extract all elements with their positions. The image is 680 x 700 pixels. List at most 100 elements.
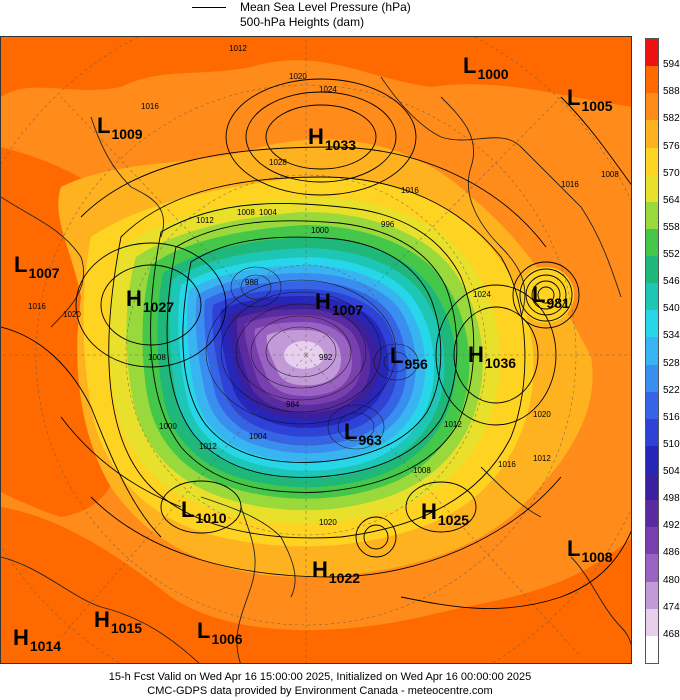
- mslp-legend-label: Mean Sea Level Pressure (hPa): [240, 0, 411, 14]
- colorbar-segment: [646, 581, 658, 610]
- pressure-center-high: H1022: [312, 557, 361, 587]
- colorbar-tick-label: 594: [663, 59, 680, 71]
- pressure-center-high: H1014: [13, 625, 62, 655]
- height-colorbar: [645, 38, 659, 664]
- isobar-label: 1004: [259, 208, 277, 217]
- pressure-center-high: H1025: [421, 499, 470, 529]
- pressure-center-low: L1010: [181, 497, 227, 527]
- pressure-center-low: L1006: [197, 618, 243, 648]
- colorbar-segment: [646, 283, 658, 311]
- colorbar-segment: [646, 66, 658, 94]
- colorbar-tick-label: 552: [663, 249, 680, 261]
- pressure-center-low: L981: [532, 282, 570, 312]
- colorbar-tick-label: 504: [663, 466, 680, 478]
- isobar-label: 1016: [141, 102, 159, 111]
- isobar-label: 1012: [229, 44, 247, 53]
- colorbar-segment: [646, 445, 658, 474]
- colorbar-tick-label: 474: [663, 601, 680, 613]
- isobar-label: 1012: [533, 454, 551, 463]
- map-graphic: 1012 1020 1024 1016 1028 1012 1016 1008 …: [1, 37, 631, 663]
- colorbar-segment: [646, 500, 658, 528]
- colorbar-segment: [646, 635, 658, 664]
- pressure-center-high: H1007: [315, 289, 364, 319]
- colorbar-segment: [646, 228, 658, 257]
- isobar-label: 1004: [249, 432, 267, 441]
- isobar-label: 1016: [498, 460, 516, 469]
- colorbar-tick-label: 564: [663, 194, 680, 206]
- pressure-center-low: L963: [344, 419, 382, 449]
- colorbar-tick-label: 540: [663, 303, 680, 315]
- isobar-label: 1008: [413, 466, 431, 475]
- colorbar-tick-label: 486: [663, 547, 680, 559]
- colorbar-tick-label: 588: [663, 86, 680, 98]
- legend-header: Mean Sea Level Pressure (hPa) 500-hPa He…: [188, 0, 588, 34]
- isobar-label: 1016: [28, 302, 46, 311]
- isobar-label: 1024: [319, 85, 337, 94]
- colorbar-segment: [646, 120, 658, 149]
- colorbar-segment: [646, 554, 658, 583]
- colorbar-tick-label: 468: [663, 628, 680, 640]
- isobar-label: 992: [319, 353, 333, 362]
- colorbar-tick-label: 498: [663, 493, 680, 505]
- pressure-center-high: H1033: [308, 124, 357, 154]
- isobar-label: 1028: [269, 158, 287, 167]
- colorbar-tick-label: 480: [663, 574, 680, 586]
- isobar-label: 1020: [63, 310, 81, 319]
- pressure-center-low: L1007: [14, 252, 60, 282]
- colorbar-tick-label: 522: [663, 384, 680, 396]
- colorbar-tick-label: 534: [663, 330, 680, 342]
- isobar-label: 1016: [401, 186, 419, 195]
- colorbar-segment: [646, 93, 658, 121]
- isobar-label: 1008: [601, 170, 619, 179]
- colorbar-segment: [646, 310, 658, 338]
- colorbar-tick-label: 492: [663, 520, 680, 532]
- height-band-588-south: [1, 507, 631, 663]
- colorbar-tick-label: 546: [663, 276, 680, 288]
- height-band-588: [1, 37, 631, 107]
- colorbar-segment: [646, 473, 658, 501]
- isobar-label: 1012: [199, 442, 217, 451]
- colorbar-segment: [646, 608, 658, 637]
- heights-legend-label: 500-hPa Heights (dam): [240, 15, 365, 29]
- pressure-center-low: L1008: [567, 536, 613, 566]
- isobar-label: 1000: [311, 226, 329, 235]
- colorbar-segment: [646, 256, 658, 284]
- isobar-label: 1008: [237, 208, 255, 217]
- colorbar-tick-label: 516: [663, 411, 680, 423]
- colorbar-segment: [646, 201, 658, 230]
- isobar-label: 1020: [533, 410, 551, 419]
- colorbar-tick-label: 570: [663, 167, 680, 179]
- isobar-label: 984: [286, 400, 300, 409]
- isobar-label: 1024: [473, 290, 491, 299]
- colorbar-tick-label: 528: [663, 357, 680, 369]
- isobar-line-swatch: [192, 7, 226, 8]
- colorbar-segment: [646, 391, 658, 420]
- colorbar-segment: [646, 337, 658, 366]
- pressure-center-high: H1036: [468, 342, 517, 372]
- isobar-label: 1016: [561, 180, 579, 189]
- isobar-label: 1000: [159, 422, 177, 431]
- colorbar-tick-label: 582: [663, 113, 680, 125]
- pressure-center-low: L1005: [567, 85, 613, 115]
- isobar-label: 1012: [196, 216, 214, 225]
- pressure-center-low: L1009: [97, 113, 143, 143]
- isobar-label: 996: [381, 220, 395, 229]
- colorbar-segment: [646, 527, 658, 555]
- pressure-center-low: L956: [390, 343, 428, 373]
- colorbar-segment: [646, 39, 658, 67]
- colorbar-segment: [646, 364, 658, 393]
- footer-credit: CMC-GDPS data provided by Environment Ca…: [147, 685, 493, 697]
- isobar-labels: 1012 1020 1024 1016 1028 1012 1016 1008 …: [28, 44, 619, 527]
- pressure-center-high: H1027: [126, 286, 175, 316]
- colorbar-segment: [646, 147, 658, 176]
- isobar-label: 1012: [444, 420, 462, 429]
- isobar-label: 1020: [289, 72, 307, 81]
- colorbar-tick-label: 576: [663, 140, 680, 152]
- isobar-label: 1008: [148, 353, 166, 362]
- pressure-center-low: L1000: [463, 53, 509, 83]
- colorbar-tick-label: 510: [663, 438, 680, 450]
- polar-contours: [205, 266, 419, 450]
- pressure-center-high: H1015: [94, 607, 143, 637]
- isobars: [1, 78, 631, 609]
- weather-map: 1012 1020 1024 1016 1028 1012 1016 1008 …: [0, 36, 632, 664]
